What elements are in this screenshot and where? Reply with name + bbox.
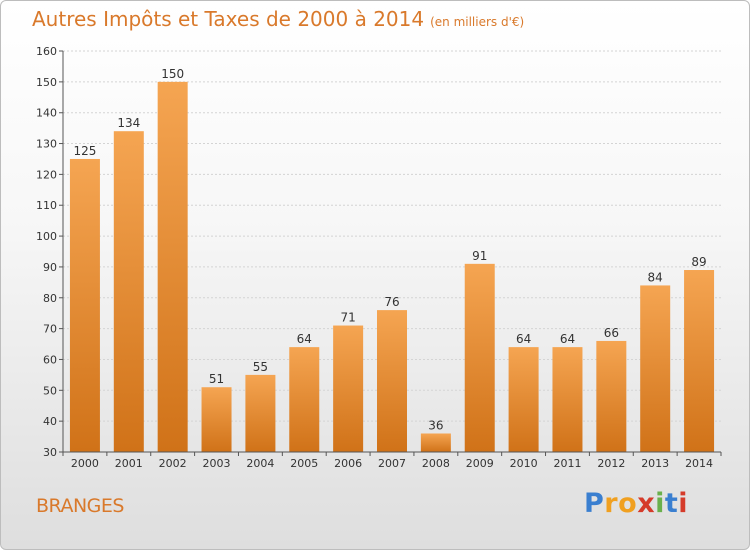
bar[interactable] [333, 325, 364, 452]
bars [69, 81, 715, 452]
labels: 30 40 50 60 70 80 90 100 110 120 130 140 150 160 125 20… [36, 45, 713, 470]
bar[interactable] [157, 81, 188, 452]
value-label: 84 [648, 270, 663, 284]
y-tick-label: 70 [43, 323, 57, 336]
bar[interactable] [508, 347, 539, 452]
x-tick-label: 2005 [290, 457, 318, 470]
y-tick-label: 140 [36, 107, 57, 120]
y-tick-label: 150 [36, 76, 57, 89]
y-tick-label: 80 [43, 292, 57, 305]
chart-title: Autres Impôts et Taxes de 2000 à 2014 (en… [32, 7, 524, 31]
bar[interactable] [420, 433, 451, 452]
value-label: 51 [209, 372, 224, 386]
bar[interactable] [640, 285, 671, 452]
x-tick-label: 2004 [246, 457, 274, 470]
x-tick-label: 2011 [553, 457, 581, 470]
logo-letter: i [655, 488, 665, 519]
x-tick-label: 2009 [466, 457, 494, 470]
y-tick-label: 90 [43, 261, 57, 274]
value-label: 64 [297, 332, 312, 346]
value-label: 76 [384, 295, 399, 309]
value-label: 71 [340, 311, 355, 325]
bar[interactable] [201, 387, 232, 452]
x-tick-label: 2014 [685, 457, 713, 470]
value-label: 36 [428, 418, 443, 432]
y-tick-label: 50 [43, 384, 57, 397]
value-label: 134 [117, 116, 140, 130]
value-label: 91 [472, 249, 487, 263]
x-tick-label: 2013 [641, 457, 669, 470]
y-tick-label: 100 [36, 230, 57, 243]
x-tick-label: 2012 [597, 457, 625, 470]
logo-letter: o [618, 488, 638, 519]
x-tick-label: 2008 [422, 457, 450, 470]
axes [59, 50, 722, 456]
value-label: 125 [73, 144, 96, 158]
bar[interactable] [289, 347, 320, 452]
value-label: 89 [691, 255, 706, 269]
y-tick-label: 40 [43, 415, 57, 428]
bar[interactable] [113, 131, 144, 452]
logo-letter: P [584, 488, 605, 519]
y-tick-label: 160 [36, 45, 57, 58]
bar[interactable] [69, 158, 100, 452]
proxiti-logo[interactable]: Proxiti [584, 488, 688, 519]
x-tick-label: 2003 [203, 457, 231, 470]
y-tick-label: 130 [36, 138, 57, 151]
x-tick-label: 2010 [510, 457, 538, 470]
bar[interactable] [377, 310, 407, 452]
title-text: Autres Impôts et Taxes de 2000 à 2014 [32, 7, 425, 31]
bar[interactable] [596, 340, 627, 452]
y-tick-label: 30 [43, 446, 57, 459]
x-tick-label: 2000 [71, 457, 99, 470]
bar[interactable] [552, 347, 583, 452]
logo-letter: t [664, 488, 679, 519]
y-tick-label: 120 [36, 168, 57, 181]
logo-letter: r [604, 488, 619, 519]
logo-letter: x [637, 488, 656, 519]
y-tick-label: 110 [36, 199, 57, 212]
value-label: 55 [253, 360, 268, 374]
x-tick-label: 2002 [159, 457, 187, 470]
value-label: 64 [516, 332, 531, 346]
y-tick-label: 60 [43, 353, 57, 366]
value-label: 150 [161, 67, 184, 81]
bar[interactable] [464, 263, 495, 452]
x-tick-label: 2001 [115, 457, 143, 470]
bar[interactable] [684, 270, 715, 452]
value-label: 66 [604, 326, 619, 340]
x-tick-label: 2006 [334, 457, 362, 470]
chart-subtitle: (en milliers d'€) [430, 15, 525, 29]
place-name: BRANGES [36, 495, 124, 517]
value-label: 64 [560, 332, 575, 346]
x-tick-label: 2007 [378, 457, 406, 470]
logo-letter: i [678, 488, 689, 519]
bar[interactable] [245, 374, 276, 452]
